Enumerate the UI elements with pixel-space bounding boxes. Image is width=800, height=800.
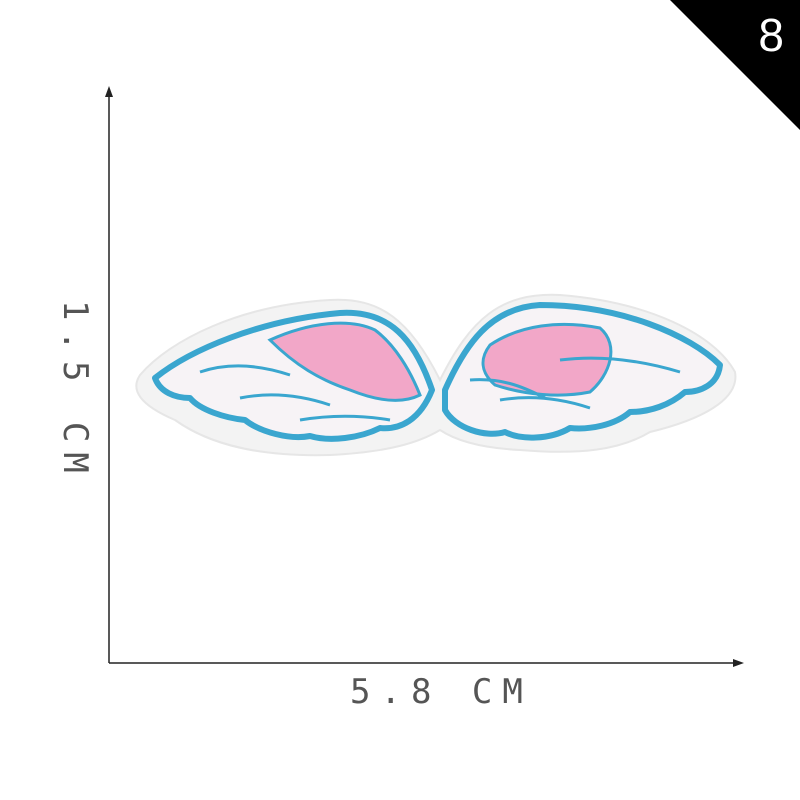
corner-badge xyxy=(670,0,800,130)
right-wing xyxy=(442,302,723,441)
badge-number: 8 xyxy=(758,9,784,61)
left-wing xyxy=(152,309,435,442)
width-dimension-label: 5.8 CM xyxy=(350,672,533,712)
